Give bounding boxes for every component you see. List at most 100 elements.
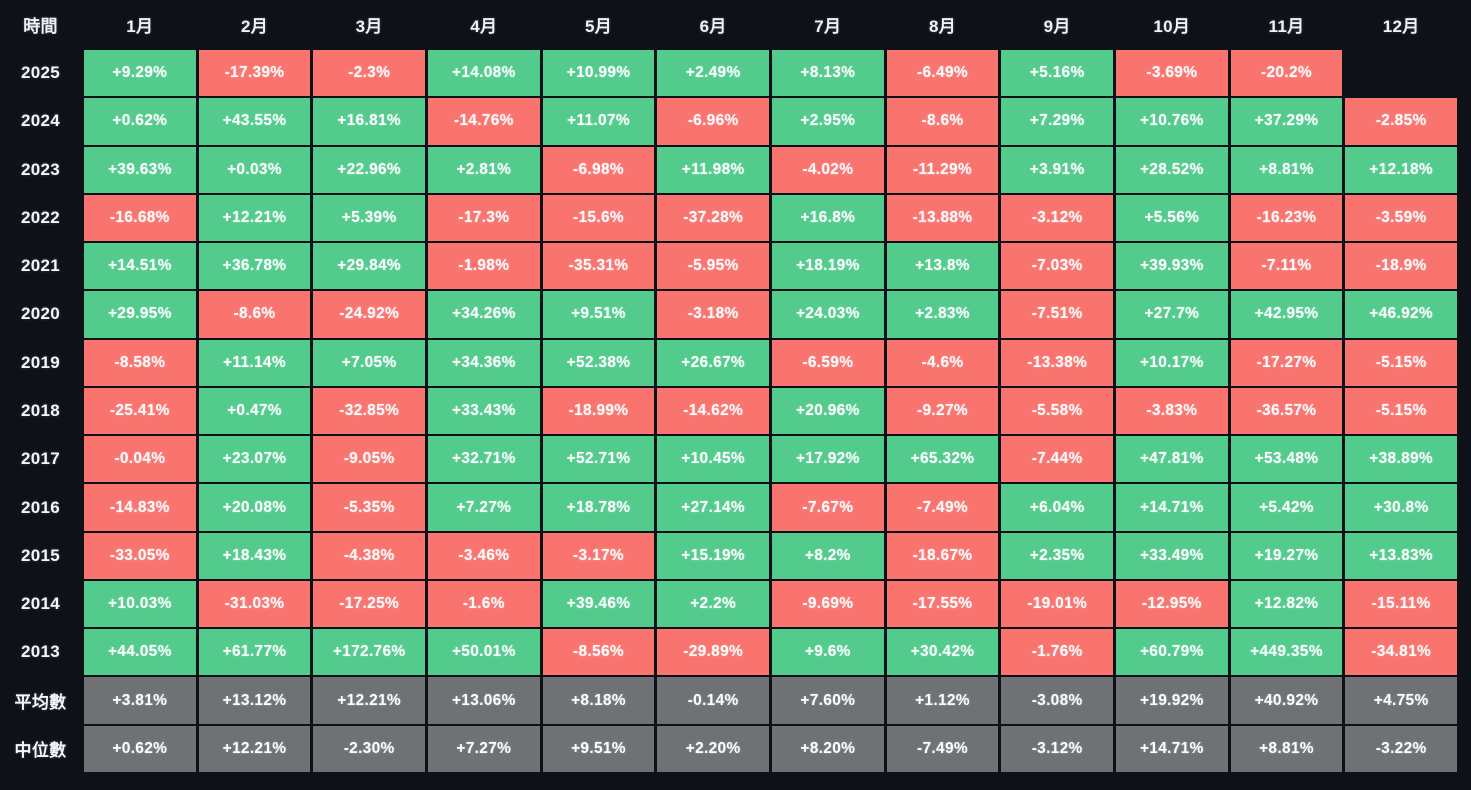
return-cell: +18.19% (771, 243, 884, 290)
month-header: 5月 (584, 16, 613, 36)
return-cell: +19.92% (1115, 677, 1228, 724)
return-cell: +38.89% (1345, 436, 1457, 483)
return-cell: -9.69% (771, 580, 884, 628)
return-cell: +2.95% (771, 98, 884, 145)
year-row-label: 2021 (20, 256, 61, 276)
return-cell: +172.76% (313, 629, 425, 676)
return-cell: -29.89% (657, 629, 769, 676)
return-cell: -13.38% (1001, 339, 1113, 386)
return-cell: -3.12% (1001, 725, 1113, 772)
return-cell: -17.3% (427, 194, 540, 242)
return-cell: +12.21% (198, 194, 311, 242)
return-cell: +10.03% (84, 580, 196, 628)
return-cell: +10.45% (657, 436, 769, 483)
return-cell: -11.29% (886, 146, 999, 193)
return-cell: -17.55% (886, 580, 999, 628)
year-row-label: 2014 (20, 594, 61, 614)
return-cell: -7.51% (1001, 291, 1113, 338)
return-cell: -19.01% (1001, 580, 1113, 628)
return-cell: -6.98% (542, 146, 655, 193)
return-cell: +0.47% (198, 387, 311, 435)
return-cell: -13.88% (886, 194, 999, 242)
return-cell: +5.56% (1115, 194, 1228, 242)
return-cell: +2.81% (427, 146, 540, 193)
return-cell: +23.07% (198, 436, 311, 483)
return-cell: +12.82% (1230, 580, 1343, 628)
return-cell: +449.35% (1230, 629, 1343, 676)
return-cell: -7.49% (886, 725, 999, 772)
return-cell: -37.28% (657, 194, 769, 242)
return-cell: +5.16% (1001, 50, 1113, 97)
return-cell: -7.03% (1001, 243, 1113, 290)
return-cell: +16.8% (771, 194, 884, 242)
return-cell: +0.03% (198, 146, 311, 193)
return-cell: -8.56% (542, 629, 655, 676)
return-cell: -17.39% (198, 50, 311, 97)
return-cell: +33.49% (1115, 532, 1228, 579)
return-cell: +36.78% (198, 243, 311, 290)
return-cell: +27.14% (657, 484, 769, 531)
return-cell: -1.98% (427, 243, 540, 290)
return-cell: -31.03% (198, 580, 311, 628)
return-cell: +37.29% (1230, 98, 1343, 145)
corner-label-time: 時間 (23, 16, 58, 36)
month-header: 10月 (1153, 16, 1191, 36)
return-cell: +0.62% (84, 98, 196, 145)
return-cell: +5.42% (1230, 484, 1343, 531)
return-cell: -8.6% (198, 291, 311, 338)
return-cell: -1.76% (1001, 629, 1113, 676)
return-cell: +7.27% (427, 725, 540, 772)
return-cell: -0.14% (657, 677, 769, 724)
return-cell: +18.43% (198, 532, 311, 579)
return-cell: -5.15% (1345, 339, 1457, 386)
return-cell: -32.85% (313, 387, 425, 435)
return-cell: -12.95% (1115, 580, 1228, 628)
month-header: 4月 (470, 16, 498, 36)
return-cell: +22.96% (313, 146, 425, 193)
return-cell: -6.96% (657, 98, 769, 145)
return-cell: +2.83% (886, 291, 999, 338)
return-cell: +26.67% (657, 339, 769, 386)
return-cell: -6.49% (886, 50, 999, 97)
year-row-label: 2018 (20, 400, 61, 420)
return-cell: +18.78% (542, 484, 655, 531)
return-cell: -9.05% (313, 436, 425, 483)
return-cell: +3.91% (1001, 146, 1113, 193)
return-cell: -7.11% (1230, 243, 1343, 290)
return-cell: +13.83% (1345, 532, 1457, 579)
year-row-label: 2015 (20, 545, 61, 565)
return-cell: +6.04% (1001, 484, 1113, 531)
return-cell: +14.08% (427, 50, 540, 97)
return-cell: -7.67% (771, 484, 884, 531)
return-cell: +8.81% (1230, 725, 1343, 772)
summary-row-label: 中位數 (14, 741, 67, 761)
month-header: 3月 (355, 16, 383, 36)
year-row-label: 2016 (20, 497, 61, 517)
return-cell: -8.58% (84, 339, 196, 386)
month-header: 11月 (1268, 16, 1305, 36)
return-cell: +8.13% (771, 50, 884, 97)
return-cell: +11.07% (542, 98, 655, 145)
return-cell: +8.18% (542, 677, 655, 724)
return-cell: +7.27% (427, 484, 540, 531)
return-cell: +13.8% (886, 243, 999, 290)
return-cell: -3.59% (1345, 194, 1457, 242)
return-cell: -18.9% (1345, 243, 1457, 290)
return-cell: +30.42% (886, 629, 999, 676)
return-cell: -3.08% (1001, 677, 1113, 724)
return-cell: +4.75% (1345, 677, 1457, 724)
return-cell: -33.05% (84, 532, 196, 579)
return-cell: +29.95% (84, 291, 196, 338)
return-cell: -17.27% (1230, 339, 1343, 386)
month-header: 6月 (699, 16, 727, 36)
return-cell: -4.02% (771, 146, 884, 193)
return-cell: -3.17% (542, 532, 655, 579)
year-row-label: 2020 (20, 304, 61, 324)
return-cell: +27.7% (1115, 291, 1228, 338)
return-cell: +34.26% (427, 291, 540, 338)
return-cell: -6.59% (771, 339, 884, 386)
return-cell: +39.46% (542, 580, 655, 628)
return-cell: +7.60% (771, 677, 884, 724)
return-cell: +24.03% (771, 291, 884, 338)
return-cell: +7.29% (1001, 98, 1113, 145)
